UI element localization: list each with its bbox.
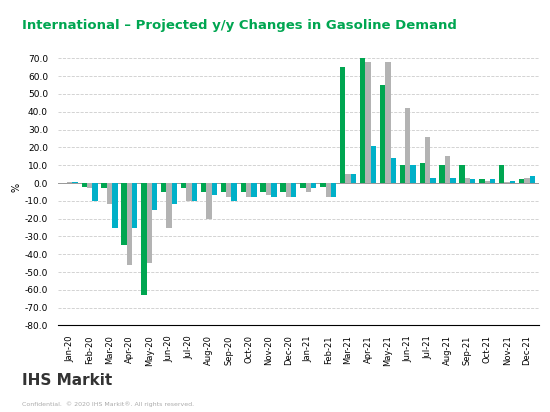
- Bar: [266, 183, 271, 195]
- Bar: [152, 183, 157, 210]
- Text: IHS Markit: IHS Markit: [22, 373, 112, 388]
- Bar: [405, 108, 410, 183]
- Bar: [524, 178, 530, 183]
- Bar: [430, 178, 436, 183]
- Bar: [126, 183, 132, 265]
- Bar: [73, 182, 78, 183]
- Bar: [420, 164, 425, 183]
- Bar: [340, 67, 345, 183]
- Bar: [425, 137, 430, 183]
- Bar: [212, 183, 217, 195]
- Bar: [271, 183, 277, 197]
- Bar: [206, 183, 212, 219]
- Bar: [81, 183, 87, 187]
- Bar: [141, 183, 146, 295]
- Bar: [410, 165, 416, 183]
- Bar: [499, 165, 504, 183]
- Bar: [67, 182, 73, 183]
- Bar: [186, 183, 192, 201]
- Bar: [365, 62, 371, 183]
- Bar: [445, 156, 450, 183]
- Bar: [251, 183, 257, 197]
- Bar: [221, 183, 226, 192]
- Bar: [390, 158, 396, 183]
- Bar: [371, 145, 376, 183]
- Bar: [280, 183, 286, 192]
- Bar: [300, 183, 306, 188]
- Bar: [146, 183, 152, 263]
- Bar: [485, 181, 490, 183]
- Bar: [385, 62, 390, 183]
- Bar: [450, 178, 455, 183]
- Bar: [87, 183, 92, 188]
- Bar: [380, 85, 385, 183]
- Bar: [112, 183, 118, 227]
- Bar: [122, 183, 126, 245]
- Bar: [311, 183, 316, 188]
- Bar: [345, 174, 351, 183]
- Bar: [192, 183, 197, 201]
- Bar: [167, 183, 172, 227]
- Bar: [291, 183, 296, 197]
- Bar: [470, 180, 475, 183]
- Bar: [92, 183, 97, 201]
- Bar: [326, 183, 331, 197]
- Text: Confidential.  © 2020 IHS Markit®. All rights reserved.: Confidential. © 2020 IHS Markit®. All ri…: [22, 401, 194, 407]
- Bar: [232, 183, 237, 201]
- Bar: [400, 165, 405, 183]
- Bar: [261, 183, 266, 192]
- Bar: [331, 183, 336, 197]
- Y-axis label: %: %: [12, 183, 22, 192]
- Bar: [161, 183, 167, 192]
- Bar: [479, 180, 485, 183]
- Bar: [519, 180, 524, 183]
- Bar: [107, 183, 112, 204]
- Bar: [320, 183, 326, 187]
- Bar: [246, 183, 251, 197]
- Bar: [132, 183, 138, 227]
- Bar: [226, 183, 232, 197]
- Bar: [240, 183, 246, 192]
- Bar: [504, 182, 510, 183]
- Bar: [465, 178, 470, 183]
- Text: International – Projected y/y Changes in Gasoline Demand: International – Projected y/y Changes in…: [22, 19, 457, 32]
- Bar: [530, 176, 535, 183]
- Bar: [459, 165, 465, 183]
- Bar: [510, 181, 515, 183]
- Bar: [439, 165, 445, 183]
- Bar: [306, 183, 311, 192]
- Bar: [101, 183, 107, 188]
- Bar: [172, 183, 177, 204]
- Bar: [201, 183, 206, 192]
- Bar: [181, 183, 186, 188]
- Bar: [490, 180, 496, 183]
- Bar: [360, 59, 365, 183]
- Bar: [351, 174, 356, 183]
- Bar: [286, 183, 291, 197]
